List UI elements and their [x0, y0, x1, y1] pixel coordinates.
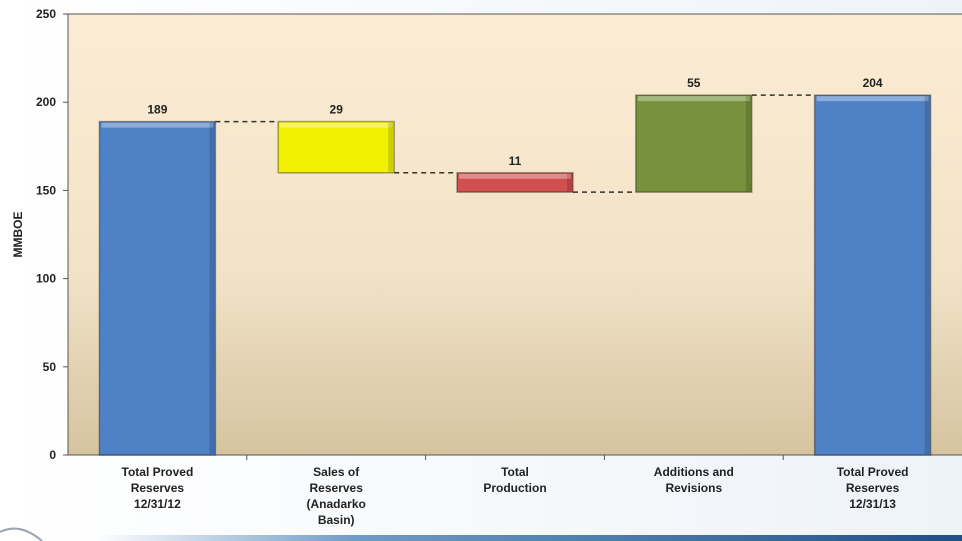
- logo-arc-decoration: [0, 527, 43, 541]
- bar: [813, 94, 932, 456]
- y-tick-label: 100: [36, 272, 56, 286]
- bar-shade: [209, 122, 215, 454]
- y-tick-label: 200: [36, 95, 56, 109]
- bar: [456, 172, 574, 193]
- bar-shade: [924, 96, 930, 455]
- y-tick-label: 150: [36, 183, 56, 197]
- bar-highlight: [816, 96, 929, 102]
- x-category-label: Sales of: [313, 465, 360, 479]
- data-label: 55: [687, 76, 701, 90]
- bar-shade: [745, 96, 751, 192]
- bar-highlight: [101, 122, 214, 128]
- y-tick-label: 250: [36, 7, 56, 21]
- x-category-label: Reserves: [131, 481, 185, 495]
- x-category-label: (Anadarko: [307, 497, 366, 511]
- data-label: 189: [147, 103, 167, 117]
- data-label: 11: [509, 154, 522, 168]
- data-label: 204: [863, 76, 883, 90]
- bar-highlight: [637, 96, 750, 102]
- y-tick-label: 0: [49, 448, 56, 462]
- x-category-label: 12/31/12: [134, 497, 181, 511]
- x-category-label: Total Proved: [837, 465, 909, 479]
- bar-highlight: [459, 173, 571, 179]
- x-category-label: Reserves: [310, 481, 364, 495]
- x-category-label: 12/31/13: [849, 497, 896, 511]
- x-category-label: Reserves: [846, 481, 900, 495]
- footer-band: [95, 535, 962, 541]
- bar: [277, 120, 395, 174]
- y-axis-title: MMBOE: [11, 212, 25, 258]
- bar-shade: [388, 122, 394, 172]
- x-category-label: Total: [501, 465, 529, 479]
- data-label: 29: [330, 103, 344, 117]
- label-layer: 189 Total Proved Reserves 12/31/12 29 Sales o…: [122, 76, 909, 527]
- x-category-label: Production: [483, 481, 546, 495]
- plot-area: [68, 14, 962, 455]
- connector-layer: [215, 94, 815, 193]
- x-category-label: Additions and: [654, 465, 734, 479]
- x-category-label: Total Proved: [122, 465, 194, 479]
- x-category-label: Revisions: [665, 481, 722, 495]
- x-category-label: Basin): [318, 513, 355, 527]
- bar-highlight: [280, 122, 393, 128]
- bar: [98, 120, 217, 456]
- bar: [635, 94, 753, 193]
- y-tick-label: 50: [43, 360, 57, 374]
- axes-layer: 0 50 100 150 200 250 MMBOE: [11, 7, 962, 462]
- bar-layer: [98, 94, 932, 456]
- bar-shade: [567, 173, 572, 192]
